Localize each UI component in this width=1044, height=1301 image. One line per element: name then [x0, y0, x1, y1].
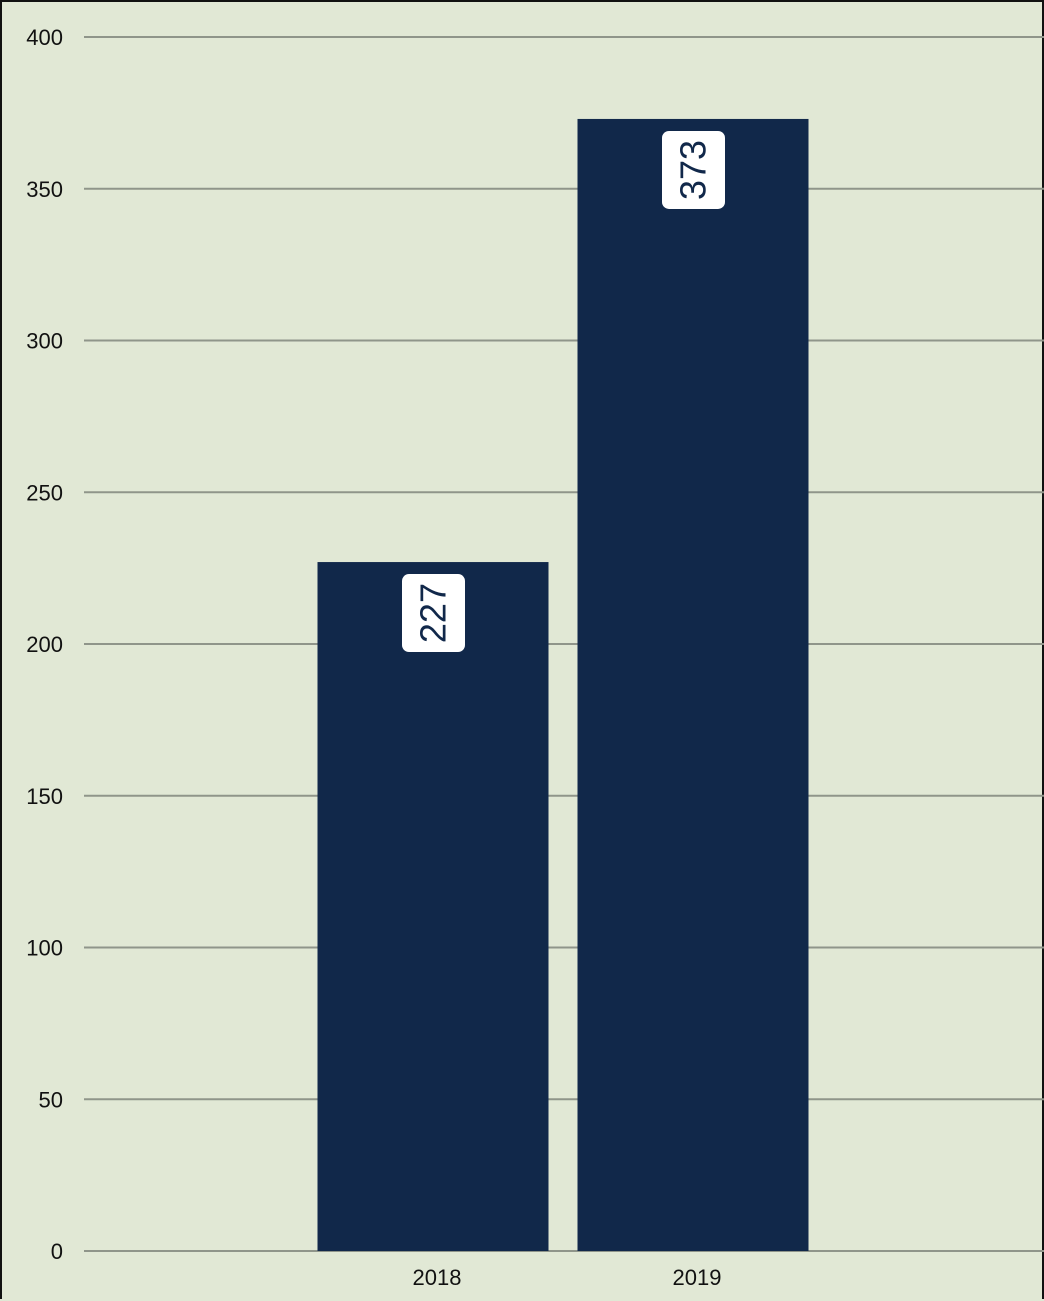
y-tick-label: 0: [51, 1239, 63, 1264]
data-label-2018: 227: [402, 574, 465, 653]
data-label-2019: 373: [662, 130, 725, 209]
y-tick-label: 50: [39, 1087, 63, 1112]
y-tick-label: 250: [26, 480, 63, 505]
data-label-box: [402, 574, 465, 653]
data-label-text: 227: [413, 583, 454, 643]
y-tick-label: 300: [26, 329, 63, 354]
gridlines: [84, 36, 1044, 1252]
y-tick-label: 200: [26, 632, 63, 657]
x-axis-ticks: 2018 2019: [413, 1265, 722, 1290]
y-tick-label: 150: [26, 784, 63, 809]
x-tick-label: 2019: [673, 1265, 722, 1290]
y-tick-label: 100: [26, 936, 63, 961]
y-tick-label: 400: [26, 25, 63, 50]
data-label-text: 373: [673, 140, 714, 200]
bar-2019: [577, 118, 809, 1252]
bar-2018: [317, 562, 549, 1251]
data-label-box: [662, 130, 725, 209]
bars: 227 373: [317, 118, 809, 1252]
x-tick-label: 2018: [413, 1265, 462, 1290]
y-axis-ticks: 0 50 100 150 200 250 300 350 400: [26, 25, 63, 1264]
y-tick-label: 350: [26, 177, 63, 202]
